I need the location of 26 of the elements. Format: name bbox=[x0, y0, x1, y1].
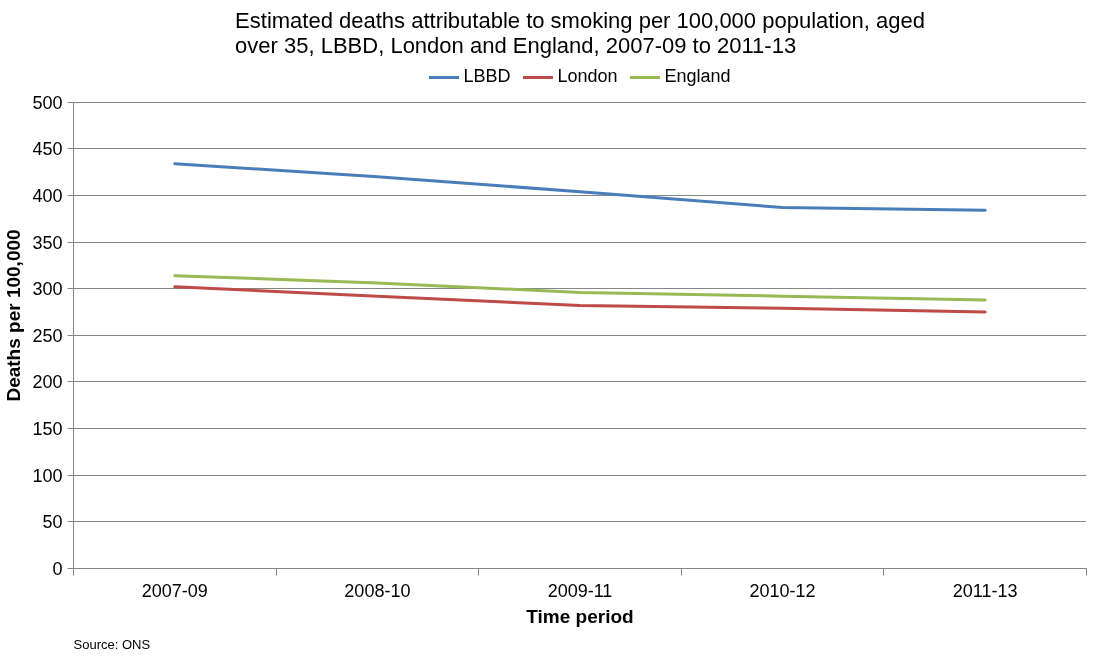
y-tick-label: 200 bbox=[32, 372, 63, 393]
y-tick-label: 400 bbox=[32, 185, 63, 206]
y-tick-label: 450 bbox=[32, 139, 63, 160]
y-tick-label: 100 bbox=[32, 465, 63, 486]
x-tick-label: 2008-10 bbox=[344, 580, 411, 601]
y-tick-label: 500 bbox=[32, 92, 63, 113]
legend-label: LBBD bbox=[463, 66, 511, 87]
line-series bbox=[173, 162, 987, 212]
line-series bbox=[173, 285, 987, 314]
y-tick-label: 150 bbox=[32, 419, 63, 440]
y-tick-label: 0 bbox=[52, 559, 63, 579]
chart-title: Estimated deaths attributable to smoking per 100,000 population, aged over 35, LBBD, London and England, 2007-09 to 2011-13 bbox=[235, 7, 925, 58]
legend-label: London bbox=[557, 66, 618, 87]
x-tick-label: 2007-09 bbox=[141, 580, 208, 601]
y-tick-label: 300 bbox=[32, 279, 63, 300]
y-tick-label: 350 bbox=[32, 232, 63, 253]
x-axis-title: Time period bbox=[526, 605, 634, 627]
x-tick-label: 2009-11 bbox=[547, 580, 613, 601]
y-tick-label: 250 bbox=[32, 325, 63, 346]
line-series bbox=[173, 274, 987, 302]
x-tick-label: 2010-12 bbox=[749, 580, 816, 601]
y-axis-title: Deaths per 100,000 bbox=[3, 229, 25, 402]
legend-label: England bbox=[664, 66, 731, 87]
y-tick-label: 50 bbox=[42, 512, 63, 533]
x-tick-label: 2011-13 bbox=[952, 580, 1018, 601]
source-note: Source: ONS bbox=[73, 636, 151, 652]
